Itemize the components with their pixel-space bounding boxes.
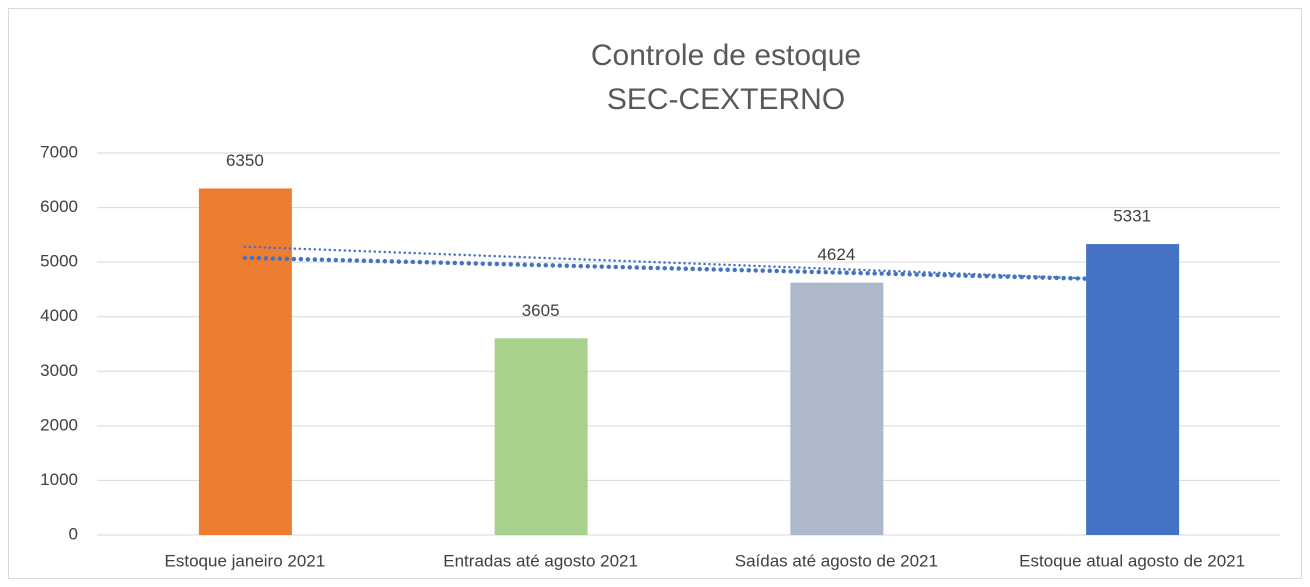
trendline (243, 245, 1134, 282)
data-label: 5331 (1113, 207, 1151, 226)
bar (1086, 244, 1180, 535)
y-tick-label: 6000 (40, 197, 78, 216)
y-tick-label: 3000 (40, 361, 78, 380)
y-tick-label: 7000 (40, 142, 78, 161)
y-tick-label: 4000 (40, 306, 78, 325)
x-tick-label: Entradas até agosto 2021 (443, 551, 638, 570)
trendline (242, 255, 1135, 283)
chart-subtitle: SEC-CEXTERNO (607, 83, 845, 116)
bar (198, 188, 292, 535)
data-label: 4624 (817, 245, 855, 264)
chart-title: Controle de estoque (591, 39, 861, 72)
bar (790, 282, 884, 535)
x-tick-label: Estoque janeiro 2021 (165, 551, 326, 570)
y-tick-label: 1000 (40, 470, 78, 489)
data-label: 6350 (226, 151, 264, 170)
x-tick-label: Estoque atual agosto de 2021 (1019, 551, 1245, 570)
data-label: 3605 (522, 301, 560, 320)
x-tick-label: Saídas até agosto de 2021 (735, 551, 938, 570)
y-tick-label: 0 (69, 524, 78, 543)
bar (494, 338, 588, 535)
y-tick-label: 2000 (40, 415, 78, 434)
y-tick-label: 5000 (40, 252, 78, 271)
